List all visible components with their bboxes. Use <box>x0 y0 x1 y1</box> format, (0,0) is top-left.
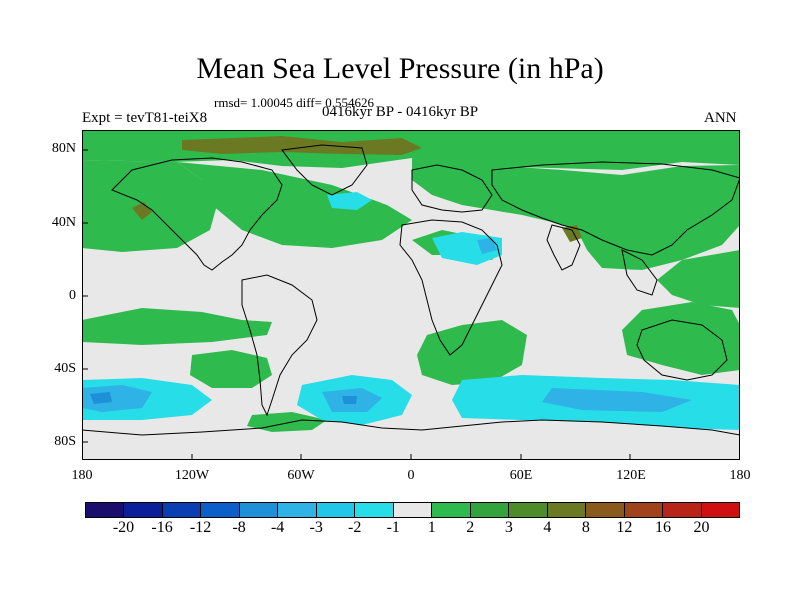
color-bar-label: 1 <box>427 519 436 536</box>
color-bar-segment <box>470 503 510 517</box>
coast-antarctica <box>82 419 740 436</box>
coast-europe <box>411 164 493 213</box>
experiment-label: Expt = tevT81-teiX8 <box>82 110 208 126</box>
green-west-pacific <box>657 250 740 308</box>
color-bar-label: 8 <box>581 519 590 536</box>
color-bar-label: -4 <box>270 519 285 536</box>
color-bar-segment <box>586 503 625 517</box>
color-bar-segment <box>432 503 471 517</box>
coast-southeast-asia <box>621 249 658 296</box>
lon-label-120w: 120W <box>174 468 210 483</box>
color-bar-label: 4 <box>543 519 552 536</box>
green-north-atlantic <box>177 162 412 248</box>
color-bar-segment <box>162 503 202 517</box>
color-bar-label: 3 <box>504 519 513 536</box>
lon-label-60e: 60E <box>509 468 533 483</box>
color-bar-label: 20 <box>693 519 710 536</box>
color-bar-label: -12 <box>189 519 212 536</box>
color-bar <box>85 502 740 518</box>
color-bar-label: 12 <box>616 519 633 536</box>
brown-greenland <box>182 136 422 155</box>
coast-africa <box>399 219 503 356</box>
green-tropical-east-pacific <box>82 308 272 345</box>
color-bar-label: -3 <box>309 519 323 536</box>
coast-india <box>546 224 581 271</box>
lightblue-south-pacific-core <box>82 385 152 412</box>
color-bar-segment <box>278 503 317 517</box>
color-bar-segment <box>239 503 279 517</box>
lat-label-40s: 40S <box>54 361 76 376</box>
color-bar-segment <box>393 503 433 517</box>
lon-label-120e: 120E <box>616 468 646 483</box>
coast-asia <box>491 161 740 256</box>
lat-label-40n: 40N <box>51 215 76 230</box>
season-label: ANN <box>704 110 737 126</box>
color-bar-label: -1 <box>386 519 400 536</box>
period-label: 0416kyr BP - 0416kyr BP <box>322 104 479 120</box>
lat-label-80s: 80S <box>54 434 76 449</box>
coast-greenland <box>281 144 368 196</box>
color-bar-segment <box>509 503 548 517</box>
lightblue-arabia-core <box>477 238 497 254</box>
color-bar-segment <box>201 503 240 517</box>
axis-ticks <box>82 149 631 460</box>
color-bar-segment <box>316 503 356 517</box>
color-bar-segment <box>124 503 163 517</box>
lightblue-indian-core <box>542 388 692 412</box>
coast-australia <box>636 319 728 381</box>
green-eurasia <box>412 158 740 270</box>
color-bar-label: -16 <box>151 519 173 536</box>
stats-label: rmsd= 1.00045 diff= 0.554626 <box>214 95 374 110</box>
chart-title: Mean Sea Level Pressure (in hPa) <box>196 52 604 85</box>
pressure-map <box>82 130 740 460</box>
color-bar-label: -2 <box>348 519 362 536</box>
lon-label-60w: 60W <box>287 468 315 483</box>
color-bar-segment <box>663 503 702 517</box>
midblue-anomaly-regions <box>90 392 357 404</box>
color-bar-label: -8 <box>232 519 246 536</box>
color-bar-segment <box>85 503 125 517</box>
green-south-pacific <box>190 350 272 388</box>
color-bar-label: -20 <box>112 519 135 536</box>
coast-south-america <box>241 274 318 417</box>
green-north-pacific <box>82 160 217 252</box>
midblue-south-pacific-center <box>90 392 112 404</box>
lat-label-0: 0 <box>69 288 76 303</box>
color-bar-segment <box>355 503 394 517</box>
coast-north-america <box>111 157 283 271</box>
color-bar-segment <box>624 503 664 517</box>
color-bar-label: 16 <box>654 519 671 536</box>
color-bar-label: 2 <box>466 519 475 536</box>
color-bar-segment <box>547 503 587 517</box>
coastlines <box>82 144 740 436</box>
cyan-north-pacific-blob <box>327 192 372 210</box>
lon-label-180e: 180 <box>729 468 751 483</box>
lon-label-0: 0 <box>407 468 415 483</box>
color-bar-segment <box>701 503 740 517</box>
lon-label-180w: 180 <box>71 468 93 483</box>
green-east-indian-ocean <box>622 302 740 375</box>
green-indian-ocean <box>417 320 527 385</box>
midblue-south-atlantic-center <box>342 396 357 404</box>
lat-label-80n: 80N <box>51 141 76 156</box>
